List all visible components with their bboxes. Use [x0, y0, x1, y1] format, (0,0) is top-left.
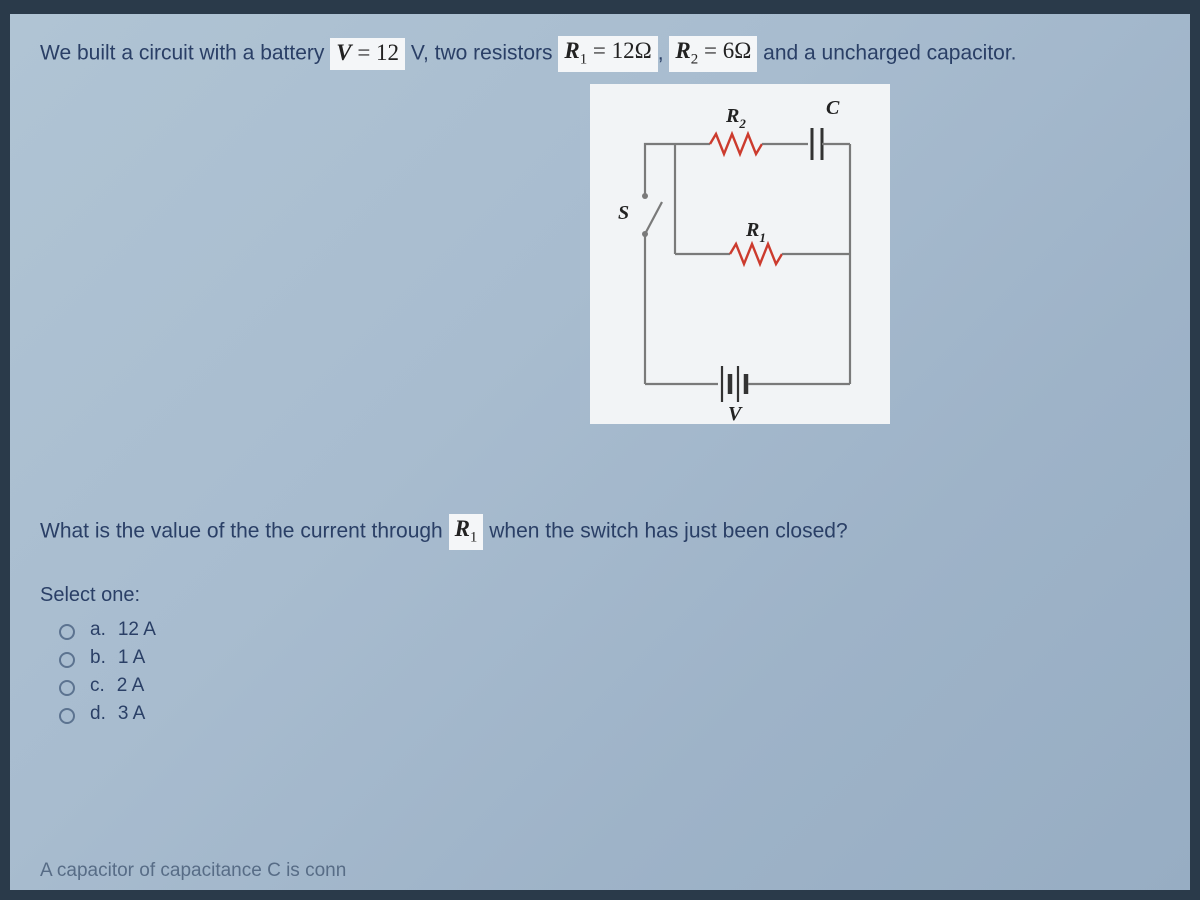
option-text-a: 12 A [118, 619, 156, 641]
question-panel: We built a circuit with a battery V = 12… [10, 14, 1190, 890]
option-text-d: 3 A [118, 703, 145, 725]
radio-b[interactable] [59, 652, 75, 668]
option-letter-a: a. [90, 619, 106, 641]
window-frame: We built a circuit with a battery V = 12… [0, 0, 1200, 900]
answer-option-d[interactable]: d. 3 A [40, 703, 156, 725]
circuit-svg: V [590, 84, 890, 424]
formula-through-r1: R1 [449, 514, 484, 550]
r2-val: = 6Ω [698, 38, 751, 63]
answer-block: Select one: a. 12 A b. 1 A c. 2 A d. 3 A [40, 584, 156, 731]
option-text-c: 2 A [117, 675, 144, 697]
option-letter-d: d. [90, 703, 106, 725]
option-text-b: 1 A [118, 647, 145, 669]
v-eq: = 12 [352, 40, 399, 65]
formula-r2: R2 = 6Ω [669, 36, 757, 72]
q1-text-1: We built a circuit with a battery [40, 42, 330, 65]
q1-text-1b: V, two resistors [411, 42, 558, 65]
radio-a[interactable] [59, 624, 75, 640]
circuit-diagram: V [590, 84, 890, 424]
radio-c[interactable] [59, 680, 75, 696]
formula-v: V = 12 [330, 38, 405, 69]
question-text-line-2: What is the value of the the current thr… [40, 514, 848, 550]
option-letter-c: c. [90, 675, 105, 697]
label-s: S [618, 202, 629, 224]
r1-symbol: R [564, 38, 579, 63]
select-one-prompt: Select one: [40, 584, 156, 607]
label-v2: V [728, 403, 743, 424]
through-r-symbol: R [455, 516, 470, 541]
answer-option-c[interactable]: c. 2 A [40, 675, 156, 697]
v-symbol: V [336, 40, 351, 65]
r1-val: = 12Ω [587, 38, 652, 63]
sep-comma: , [658, 42, 670, 65]
question-text-line-1: We built a circuit with a battery V = 12… [40, 36, 1160, 72]
answer-option-b[interactable]: b. 1 A [40, 647, 156, 669]
r2-symbol: R [675, 38, 690, 63]
answer-option-a[interactable]: a. 12 A [40, 619, 156, 641]
option-letter-b: b. [90, 647, 106, 669]
q1-text-2: and a uncharged capacitor. [763, 42, 1016, 65]
q2-text-2: when the switch has just been closed? [489, 520, 847, 543]
q2-text-1: What is the value of the the current thr… [40, 520, 449, 543]
through-r-sub: 1 [470, 530, 477, 546]
formula-r1: R1 = 12Ω [558, 36, 657, 72]
label-c: C [826, 97, 840, 119]
next-question-cutoff: A capacitor of capacitance C is conn [40, 860, 346, 882]
radio-d[interactable] [59, 708, 75, 724]
